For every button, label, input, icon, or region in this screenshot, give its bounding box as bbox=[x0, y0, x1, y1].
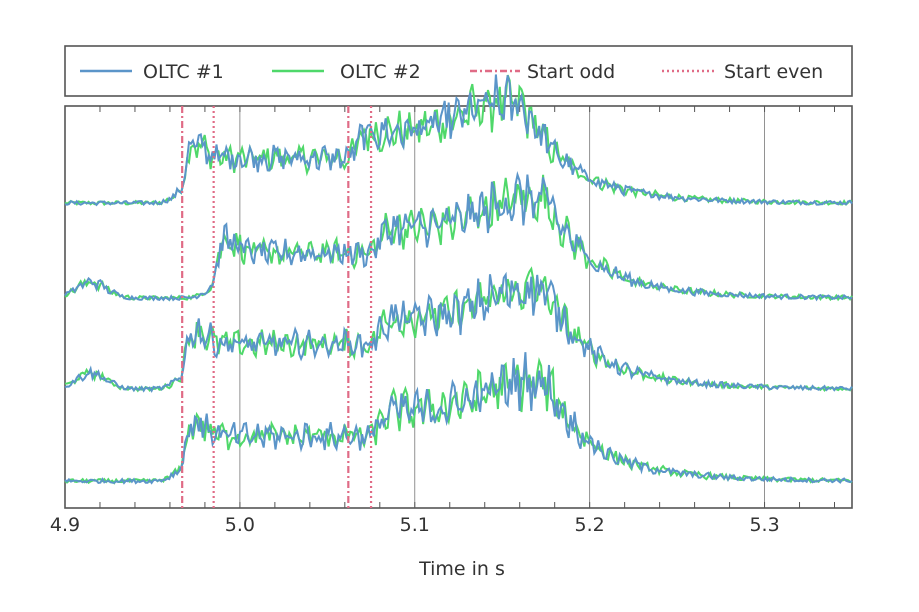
legend-entry-start-even: Start even bbox=[662, 61, 823, 83]
trace-1-oltc1 bbox=[64, 74, 853, 207]
legend-box bbox=[64, 45, 853, 97]
x-tick-label: 5.2 bbox=[575, 514, 605, 536]
legend-label-start-even: Start even bbox=[724, 61, 823, 83]
trace-4-oltc1 bbox=[64, 352, 853, 485]
x-tick-label: 4.9 bbox=[50, 514, 80, 536]
legend: OLTC #1 OLTC #2 Start odd Start even bbox=[64, 45, 853, 97]
legend-label-start-odd: Start odd bbox=[527, 61, 615, 83]
x-tick-label: 5.0 bbox=[225, 514, 255, 536]
legend-entry-oltc2: OLTC #2 bbox=[272, 61, 421, 83]
x-axis-label: Time in s bbox=[418, 558, 505, 580]
traces bbox=[64, 74, 853, 485]
start-markers bbox=[181, 106, 373, 508]
trace-3-oltc1 bbox=[64, 271, 853, 393]
legend-label-oltc2: OLTC #2 bbox=[340, 61, 421, 83]
legend-entry-oltc1: OLTC #1 bbox=[80, 61, 224, 83]
legend-label-oltc1: OLTC #1 bbox=[143, 61, 224, 83]
trace-2-oltc1 bbox=[64, 171, 853, 302]
x-tick-label: 5.1 bbox=[400, 514, 430, 536]
x-tick-label: 5.3 bbox=[749, 514, 779, 536]
x-tick-labels: 4.9 5.0 5.1 5.2 5.3 bbox=[50, 514, 780, 536]
legend-entry-start-odd: Start odd bbox=[470, 61, 615, 83]
